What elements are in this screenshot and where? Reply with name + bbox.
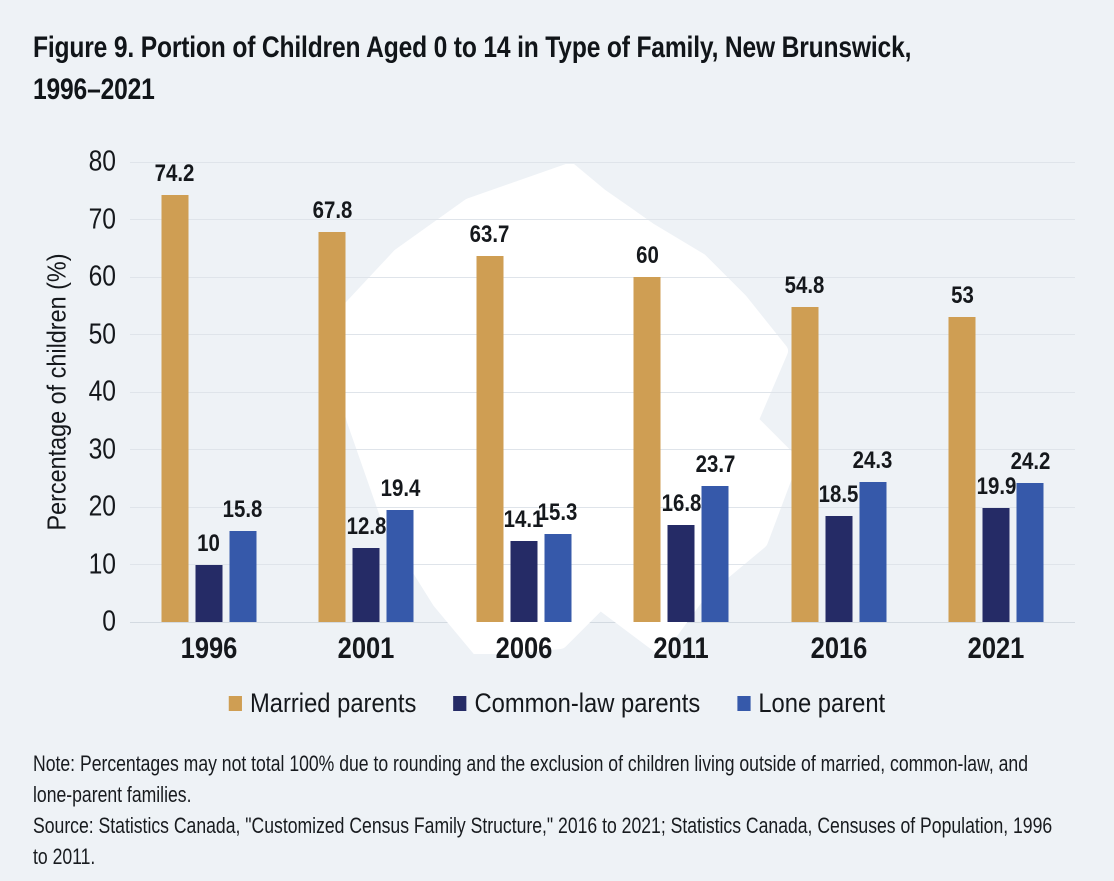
bar-group-bars: 54.8 18.5 24.3 xyxy=(785,162,893,622)
figure-title-line-2: 1996–2021 xyxy=(33,73,155,106)
bar-2001-lone-parent xyxy=(386,510,414,622)
y-tick-label-70: 70 xyxy=(88,203,116,235)
bar-value-label: 16.8 xyxy=(661,490,702,518)
footnotes: Note: Percentages may not total 100% due… xyxy=(33,748,1114,872)
legend-label: Common-law parents xyxy=(474,688,701,718)
bar-value-label: 19.9 xyxy=(976,472,1017,500)
bar-value-label: 74.2 xyxy=(154,160,195,188)
y-tick-label-10: 10 xyxy=(88,548,116,580)
bar-2006-common-law-parents xyxy=(510,540,538,622)
note-text-line-2: lone-parent families. xyxy=(33,782,192,807)
bar-value-label: 23.7 xyxy=(695,450,736,478)
x-axis-label-2011: 2011 xyxy=(653,632,709,665)
bar-value-label: 18.5 xyxy=(818,480,859,508)
bar-2001-married-parents xyxy=(318,232,346,622)
bar-value-label: 24.2 xyxy=(1010,447,1051,475)
bar-group-1996: 74.2 10 15.8 xyxy=(130,160,288,622)
gridline-80 xyxy=(130,161,1075,163)
source-text-line-2: to 2011. xyxy=(33,844,96,869)
y-tick-label-30: 30 xyxy=(88,433,116,465)
bar-value-label: 63.7 xyxy=(469,220,510,248)
legend-swatch xyxy=(228,696,243,711)
bar-2006-married-parents xyxy=(476,255,504,622)
note-text-line-1: Note: Percentages may not total 100% due… xyxy=(33,751,1028,776)
legend-item-lone-parent: Lone parent xyxy=(737,688,885,719)
bar-2006-lone-parent xyxy=(544,534,572,622)
bar-value-label: 15.8 xyxy=(222,496,263,524)
x-axis-label-2016: 2016 xyxy=(810,632,868,665)
bar-2021-married-parents xyxy=(948,317,976,622)
bar-2021-common-law-parents xyxy=(982,507,1010,622)
y-tick-label-20: 20 xyxy=(88,490,116,523)
bar-value-label: 10 xyxy=(197,529,221,557)
bar-group-bars: 67.8 12.8 19.4 xyxy=(312,162,420,622)
bar-group-2021: 53 19.9 24.2 xyxy=(918,162,1076,622)
legend-label: Lone parent xyxy=(758,688,886,718)
bar-value-label: 24.3 xyxy=(852,447,893,475)
bar-group-2016: 54.8 18.5 24.3 xyxy=(760,162,918,622)
y-tick-label-50: 50 xyxy=(88,318,116,350)
y-tick-label-60: 60 xyxy=(88,260,116,293)
bar-2021-lone-parent xyxy=(1016,482,1044,622)
bar-2001-common-law-parents xyxy=(352,548,380,622)
bar-value-label: 12.8 xyxy=(346,513,387,541)
figure-title-line-1: Figure 9. Portion of Children Aged 0 to … xyxy=(33,31,912,64)
bar-value-label: 15.3 xyxy=(537,499,578,527)
y-tick-label-80: 80 xyxy=(88,145,116,178)
bar-2011-lone-parent xyxy=(701,485,729,622)
bar-group-2001: 67.8 12.8 19.4 xyxy=(288,162,446,622)
bar-2011-common-law-parents xyxy=(667,525,695,622)
x-axis-label-2006: 2006 xyxy=(495,632,553,665)
bar-value-label: 53 xyxy=(950,282,974,310)
figure-title: Figure 9. Portion of Children Aged 0 to … xyxy=(33,27,1104,111)
bar-group-bars: 53 19.9 24.2 xyxy=(948,162,1050,622)
bar-2011-married-parents xyxy=(633,277,661,622)
bar-group-2011: 60 16.8 23.7 xyxy=(603,162,761,622)
bar-1996-lone-parent xyxy=(229,531,257,622)
bar-value-label: 67.8 xyxy=(312,197,353,225)
bar-2016-common-law-parents xyxy=(825,515,853,622)
bar-group-bars: 74.2 10 15.8 xyxy=(155,160,263,622)
bar-group-bars: 63.7 14.1 15.3 xyxy=(470,162,578,622)
bar-2016-married-parents xyxy=(791,306,819,622)
bar-group-2006: 63.7 14.1 15.3 xyxy=(445,162,603,622)
bar-1996-common-law-parents xyxy=(195,564,223,622)
bar-value-label: 60 xyxy=(635,242,659,269)
x-axis-label-1996: 1996 xyxy=(180,632,238,665)
x-axis-label-2001: 2001 xyxy=(337,632,395,665)
y-tick-label-40: 40 xyxy=(88,375,116,408)
bar-value-label: 19.4 xyxy=(380,475,421,503)
source-text-line-1: Source: Statistics Canada, "Customized C… xyxy=(33,813,1053,838)
bar-2016-lone-parent xyxy=(859,482,887,622)
legend-item-married-parents: Married parents xyxy=(228,688,417,719)
legend-swatch xyxy=(453,696,467,711)
legend-item-common-law-parents: Common-law parents xyxy=(453,688,700,719)
bar-group-bars: 60 16.8 23.7 xyxy=(633,162,735,622)
legend-label: Married parents xyxy=(249,688,417,718)
bar-1996-married-parents xyxy=(161,195,189,622)
bar-value-label: 54.8 xyxy=(784,271,825,299)
legend-swatch xyxy=(737,696,751,711)
bar-chart-plot-area: 0 10 20 30 40 50 60 70 80 74.2 10 15.8 1996 67.8 12.8 1… xyxy=(89,146,1076,665)
chart-legend: Married parents Common-law parents Lone pa… xyxy=(67,688,1047,719)
y-tick-label-0: 0 xyxy=(102,605,116,638)
x-axis-label-2021: 2021 xyxy=(967,632,1025,665)
